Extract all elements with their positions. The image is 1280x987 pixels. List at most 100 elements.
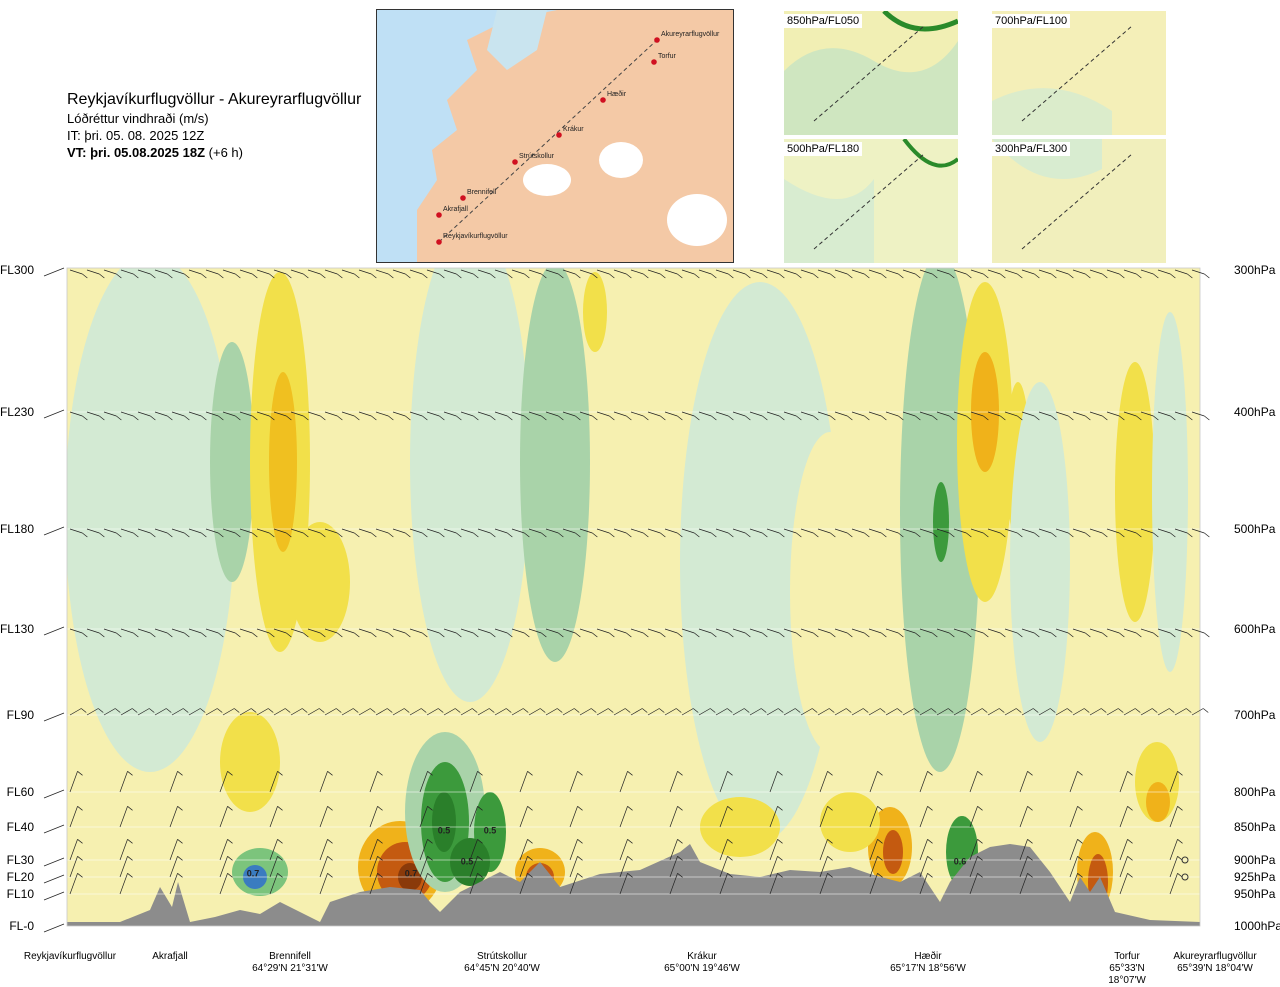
contour-region <box>290 522 350 642</box>
wind-barb <box>494 269 513 279</box>
wind-barb <box>86 411 105 421</box>
init-time: IT: þri. 05. 08. 2025 12Z <box>67 128 205 143</box>
wind-barb <box>477 708 495 716</box>
flight-level-label: FL60 <box>7 785 35 799</box>
wind-barb <box>681 269 700 279</box>
wind-barb <box>426 628 445 638</box>
wind-barb <box>1191 528 1210 538</box>
wind-barb <box>719 771 733 793</box>
wind-barb <box>369 806 383 828</box>
wind-barb <box>69 628 88 638</box>
wind-barb <box>1021 528 1040 538</box>
wind-barb <box>477 528 496 538</box>
wind-barb <box>169 806 183 828</box>
map-waypoint <box>651 59 657 65</box>
axis-tick <box>43 857 65 867</box>
wind-barb <box>953 411 972 421</box>
wind-barb <box>562 628 581 638</box>
variable-title: Lóðréttur vindhraði (m/s) <box>67 111 209 126</box>
wind-barb <box>419 839 433 861</box>
wind-barb <box>409 269 428 279</box>
flight-level-label: FL90 <box>7 708 35 722</box>
wind-barb <box>970 528 989 538</box>
wind-barb <box>511 269 530 279</box>
wind-barb <box>69 708 87 716</box>
map-waypoint <box>512 159 518 165</box>
wind-barb <box>732 528 751 538</box>
location-name: Reykjavíkurflugvöllur <box>23 951 117 962</box>
map-waypoint-label: Krákur <box>563 126 584 133</box>
location-label: Reykjavíkurflugvöllur <box>10 951 130 963</box>
wind-barb <box>290 269 309 279</box>
wind-barb <box>969 873 983 895</box>
route-map-svg: Akureyrarflugvöllur Torfur Hæðir Krákur Strú… <box>377 10 733 262</box>
wind-barb <box>834 411 853 421</box>
contour-layer <box>67 268 1188 913</box>
wind-barb <box>269 873 283 895</box>
wind-barb <box>307 708 325 716</box>
wind-barb <box>137 528 156 538</box>
contour-region <box>583 272 607 352</box>
flight-level-label: FL300 <box>0 263 34 277</box>
wind-barb <box>800 628 819 638</box>
wind-barb <box>834 269 853 279</box>
wind-barb <box>120 528 139 538</box>
wind-barb <box>137 411 156 421</box>
wind-barb <box>1191 411 1210 421</box>
wind-barb <box>851 411 870 421</box>
wind-barb <box>341 628 360 638</box>
flight-level-label: FL-0 <box>9 919 34 933</box>
route-line <box>438 39 658 243</box>
contour-region <box>680 282 840 842</box>
wind-barb <box>273 269 292 279</box>
wind-barb <box>851 528 870 538</box>
axis-tick <box>43 409 65 419</box>
wind-barb <box>443 269 462 279</box>
wind-barb <box>715 628 734 638</box>
wind-barb <box>1174 708 1192 716</box>
wind-barb <box>511 528 530 538</box>
map-waypoint-label: Brennifell <box>467 189 497 196</box>
wind-barb <box>715 528 734 538</box>
wind-barb <box>987 269 1006 279</box>
wind-barb <box>528 628 547 638</box>
map-land <box>417 10 733 262</box>
wind-barb <box>834 528 853 538</box>
wind-barb <box>188 628 207 638</box>
wind-barb <box>953 708 971 716</box>
wind-barb <box>936 528 955 538</box>
wind-barb <box>562 269 581 279</box>
location-coord: 65°39'N 18°04'W <box>1177 963 1253 974</box>
wind-barb <box>319 873 333 895</box>
wind-barb <box>1055 628 1074 638</box>
location-name: Hæðir <box>914 951 942 962</box>
wind-barb <box>766 708 784 716</box>
wind-barb <box>392 411 411 421</box>
wind-barb <box>1106 628 1125 638</box>
wind-barb <box>919 708 937 716</box>
wind-barb <box>188 708 206 716</box>
wind-barb <box>1089 528 1108 538</box>
wind-barb <box>426 411 445 421</box>
wind-barb <box>1191 628 1210 638</box>
wind-barb <box>817 708 835 716</box>
wind-barb <box>375 708 393 716</box>
wind-barb <box>819 856 833 878</box>
valid-time: VT: þri. 05.08.2025 18Z (+6 h) <box>67 144 361 161</box>
pressure-level-label: 800hPa <box>1234 785 1276 799</box>
wind-barb <box>619 839 633 861</box>
map-waypoint <box>556 132 562 138</box>
wind-barb <box>494 411 513 421</box>
route-overview-map: Akureyrarflugvöllur Torfur Hæðir Krákur Strú… <box>376 9 734 263</box>
wind-barb <box>715 411 734 421</box>
wind-barb <box>1119 856 1133 878</box>
wind-barb <box>219 771 233 793</box>
wind-barb <box>769 806 783 828</box>
wind-barb <box>647 708 665 716</box>
wind-barb <box>919 269 938 279</box>
map-waypoint-label: Torfur <box>658 53 677 60</box>
wind-barb <box>477 411 496 421</box>
wind-barb <box>1140 708 1158 716</box>
wind-barb <box>171 411 190 421</box>
location-name: Brennifell <box>269 951 311 962</box>
